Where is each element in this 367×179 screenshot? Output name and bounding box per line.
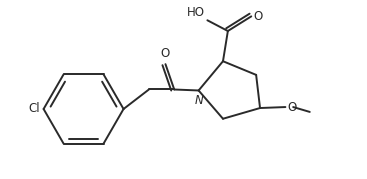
Text: N: N	[194, 94, 203, 107]
Text: O: O	[287, 101, 297, 113]
Text: HO: HO	[187, 6, 205, 19]
Text: O: O	[161, 47, 170, 60]
Text: O: O	[254, 10, 263, 23]
Text: Cl: Cl	[28, 103, 40, 115]
